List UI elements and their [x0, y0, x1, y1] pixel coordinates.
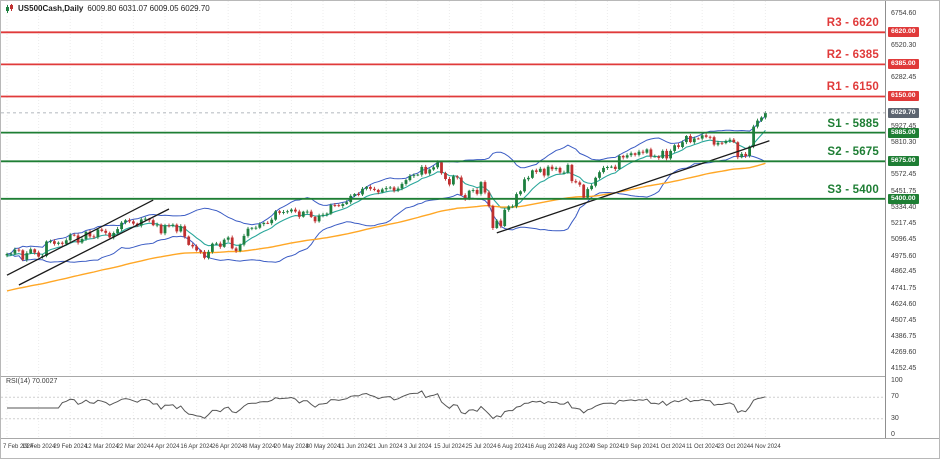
- date-tick-label: 1 Oct 2024: [655, 444, 686, 450]
- date-axis-separator: [1, 438, 939, 439]
- trendline[interactable]: [496, 140, 770, 234]
- date-tick-label: 15 Jul 2024: [433, 444, 465, 450]
- date-tick-label: 11 Oct 2024: [686, 444, 719, 450]
- rsi-tick-label: 30: [891, 414, 899, 422]
- chart-info-bar: US500Cash,Daily 6009.80 6031.07 6009.05 …: [5, 4, 210, 13]
- price-tick-label: 4862.45: [891, 268, 917, 276]
- date-tick-label: 4 Nov 2024: [750, 444, 781, 450]
- date-tick-label: 26 Apr 2024: [212, 444, 245, 450]
- price-tick-label: 5572.45: [891, 171, 917, 179]
- level-label-S2: S2 - 5675: [827, 146, 879, 159]
- price-axis[interactable]: 6754.60 6520.30 6282.45 5927.45 5810.30 5572.…: [885, 1, 939, 438]
- level-price-badge-R2: 6385.00: [888, 59, 919, 70]
- trendline[interactable]: [18, 208, 170, 286]
- date-tick-label: 11 Jun 2024: [338, 444, 371, 450]
- price-tick-label: 4386.75: [891, 333, 917, 341]
- date-tick-label: 8 May 2024: [244, 444, 276, 450]
- ma-slow-line: [6, 162, 766, 292]
- rsi-line: [7, 390, 766, 420]
- date-tick-label: 3 Jul 2024: [403, 444, 432, 450]
- date-tick-label: 23 Oct 2024: [717, 444, 751, 450]
- bollinger-upper-band: [6, 115, 766, 255]
- date-tick-label: 16 Aug 2024: [527, 444, 562, 450]
- symbol-timeframe-label: US500Cash,Daily: [18, 4, 84, 13]
- date-tick-label: 22 Mar 2024: [116, 444, 151, 450]
- price-tick-label: 4152.45: [891, 364, 917, 372]
- pane-separator[interactable]: [1, 376, 939, 377]
- date-tick-label: 4 Apr 2024: [150, 444, 180, 450]
- level-label-R3: R3 - 6620: [826, 17, 879, 30]
- date-tick-label: 9 Sep 2024: [592, 444, 623, 450]
- date-tick-label: 19 Feb 2024: [21, 444, 56, 450]
- price-tick-label: 4975.60: [891, 252, 917, 260]
- level-price-badge-S3: 5400.00: [888, 193, 919, 204]
- date-tick-label: 29 Feb 2024: [53, 444, 88, 450]
- price-tick-label: 6754.60: [891, 9, 917, 17]
- trendline[interactable]: [6, 199, 154, 276]
- ohlc-values: 6009.80 6031.07 6009.05 6029.70: [87, 4, 210, 13]
- chart-plot[interactable]: [1, 1, 885, 438]
- bollinger-lower-band: [6, 155, 766, 263]
- level-label-R1: R1 - 6150: [826, 81, 879, 94]
- price-tick-label: 4741.75: [891, 284, 917, 292]
- current-price-badge: 6029.70: [888, 107, 919, 118]
- level-label-S3: S3 - 5400: [827, 183, 879, 196]
- candlestick-icon: [6, 4, 13, 13]
- price-tick-label: 4507.45: [891, 316, 917, 324]
- bear-candle-wicks: [18, 133, 747, 262]
- date-tick-label: 19 Sep 2024: [621, 444, 657, 450]
- price-tick-label: 5927.45: [891, 122, 917, 130]
- date-tick-label: 28 Aug 2024: [558, 444, 593, 450]
- rsi-indicator-label: RSI(14) 70.0027: [6, 378, 58, 385]
- price-tick-label: 5334.40: [891, 203, 917, 211]
- level-label-S1: S1 - 5885: [827, 117, 879, 130]
- price-tick-label: 6282.45: [891, 74, 917, 82]
- price-tick-label: 5451.75: [891, 187, 917, 195]
- rsi-tick-label: 70: [891, 393, 899, 401]
- price-tick-label: 4624.60: [891, 300, 917, 308]
- price-tick-label: 6520.30: [891, 41, 917, 49]
- date-tick-label: 7 Feb 2024: [3, 444, 34, 450]
- price-tick-label: 5810.30: [891, 138, 917, 146]
- level-label-R2: R2 - 6385: [826, 49, 879, 62]
- date-tick-label: 25 Jul 2024: [465, 444, 497, 450]
- level-price-badge-S2: 5675.00: [888, 156, 919, 167]
- rsi-tick-label: 100: [891, 377, 903, 384]
- date-tick-label: 12 Mar 2024: [84, 444, 119, 450]
- level-price-badge-S1: 5885.00: [888, 127, 919, 138]
- date-tick-label: 6 Aug 2024: [497, 444, 528, 450]
- date-tick-label: 30 May 2024: [305, 444, 341, 450]
- date-tick-label: 21 Jun 2024: [369, 444, 403, 450]
- date-axis[interactable]: 7 Feb 2024 19 Feb 2024 29 Feb 2024 12 Mar 2…: [1, 439, 939, 458]
- price-tick-label: 5096.45: [891, 236, 917, 244]
- price-tick-label: 4269.60: [891, 348, 917, 356]
- price-tick-label: 5217.45: [891, 219, 917, 227]
- rsi-tick-label: 0: [891, 431, 895, 438]
- date-tick-label: 16 Apr 2024: [180, 444, 213, 450]
- level-price-badge-R3: 6620.00: [888, 27, 919, 38]
- level-price-badge-R1: 6150.00: [888, 91, 919, 102]
- date-tick-label: 20 May 2024: [274, 444, 309, 450]
